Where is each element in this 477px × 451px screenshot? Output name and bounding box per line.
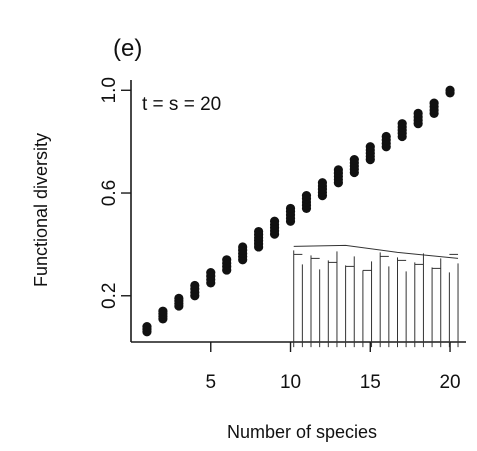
x-tick-label: 15 xyxy=(360,372,381,393)
x-axis-label: Number of species xyxy=(227,422,377,442)
data-point xyxy=(349,155,359,165)
y-tick-label: 0.6 xyxy=(99,180,120,206)
data-point xyxy=(365,142,375,152)
data-point xyxy=(158,306,168,316)
data-point xyxy=(429,98,439,108)
data-point xyxy=(222,255,232,265)
data-point xyxy=(413,108,423,118)
data-point xyxy=(238,242,248,252)
data-points xyxy=(142,85,455,337)
data-point xyxy=(190,280,200,291)
data-point xyxy=(206,268,216,278)
data-point xyxy=(254,226,264,237)
y-tick-label: 1.0 xyxy=(99,77,120,103)
data-point xyxy=(285,203,296,214)
x-tick-label: 10 xyxy=(280,372,301,393)
inset-dendrogram xyxy=(293,244,459,348)
data-point xyxy=(397,119,407,129)
data-point xyxy=(333,165,343,175)
x-tick-label: 5 xyxy=(205,372,216,393)
y-tick-label: 0.2 xyxy=(99,283,120,309)
data-point xyxy=(301,190,312,201)
ticks: 5 10 15 20 0.2 0.6 1.0 xyxy=(99,77,461,393)
data-point xyxy=(269,216,280,226)
data-point xyxy=(445,85,455,95)
annotation-text: t = s = 20 xyxy=(142,94,221,115)
panel-label: (e) xyxy=(113,35,142,62)
x-tick-label: 20 xyxy=(439,372,460,393)
data-point xyxy=(174,293,184,303)
data-point xyxy=(142,321,152,332)
data-point xyxy=(317,178,328,188)
data-point xyxy=(381,131,391,142)
axes xyxy=(130,80,466,343)
dendrogram-root xyxy=(293,244,459,259)
y-axis-label: Functional diversity xyxy=(31,133,51,287)
